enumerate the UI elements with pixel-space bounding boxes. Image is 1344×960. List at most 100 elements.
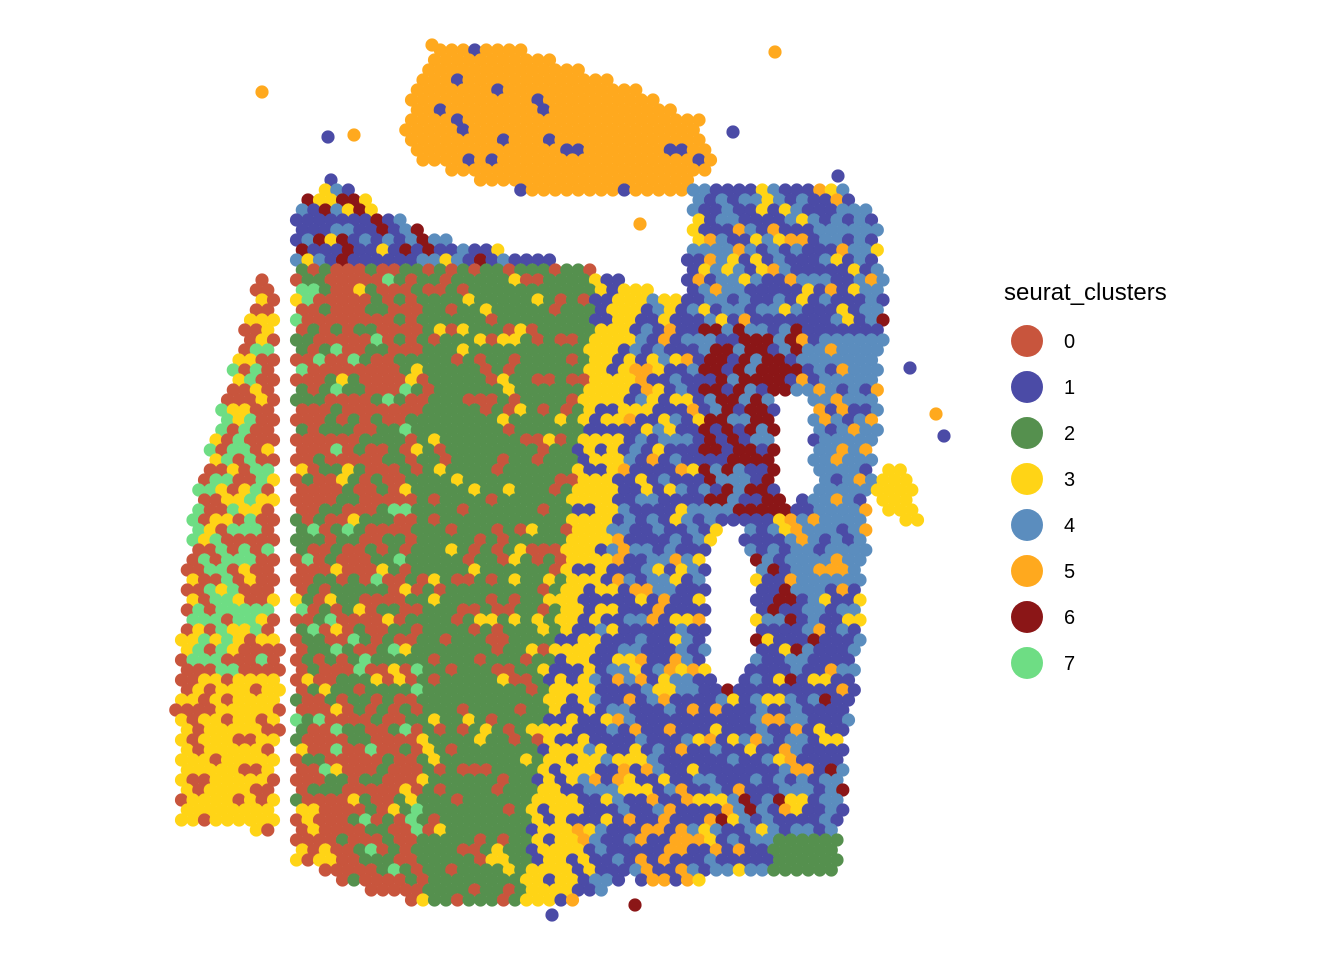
spot-cluster-5 [629, 143, 643, 157]
spot-cluster-1 [663, 503, 677, 517]
spot-cluster-2 [410, 503, 424, 517]
spot-cluster-1 [841, 673, 856, 687]
spot-cluster-5 [473, 173, 488, 187]
spot-cluster-3 [209, 813, 223, 827]
spot-cluster-1 [749, 293, 764, 307]
spot-cluster-5 [542, 53, 557, 67]
spot-cluster-3 [686, 763, 700, 777]
spot-cluster-1 [744, 183, 758, 197]
spot-cluster-1 [692, 853, 706, 867]
spot-cluster-1 [571, 703, 585, 717]
spot-cluster-6 [715, 413, 729, 427]
spot-cluster-3 [560, 743, 574, 757]
spot-cluster-2 [422, 463, 436, 477]
spot-cluster-4 [853, 253, 867, 267]
spot-cluster-6 [732, 363, 746, 377]
spot-cluster-1 [295, 223, 309, 237]
spot-cluster-2 [537, 483, 551, 497]
spot-cluster-6 [703, 413, 718, 427]
spot-cluster-1 [836, 723, 850, 737]
spot-cluster-1 [698, 563, 712, 577]
spot-cluster-4 [818, 513, 833, 527]
spot-cluster-1 [594, 863, 608, 877]
spot-cluster-1 [657, 613, 672, 627]
spot-cluster-7 [243, 493, 258, 507]
spot-cluster-3 [611, 753, 626, 767]
spot-cluster-5 [680, 153, 695, 167]
spot-cluster-1 [703, 373, 718, 387]
spot-cluster-3 [249, 823, 263, 837]
spot-cluster-3 [571, 843, 585, 857]
spot-cluster-1 [761, 253, 775, 267]
spot-cluster-5 [410, 123, 424, 137]
spot-cluster-3 [669, 353, 683, 367]
spot-cluster-5 [502, 143, 516, 157]
spot-cluster-1 [542, 873, 557, 887]
spot-cluster-0 [318, 723, 332, 737]
spot-cluster-1 [657, 653, 672, 667]
spot-cluster-0 [353, 503, 367, 517]
spot-cluster-3 [847, 283, 861, 297]
spot-cluster-2 [571, 303, 585, 317]
spot-cluster-0 [301, 853, 315, 867]
spot-cluster-0 [197, 813, 212, 827]
spot-cluster-2 [531, 693, 545, 707]
spot-cluster-2 [433, 683, 447, 697]
spot-cluster-0 [381, 333, 396, 347]
spot-cluster-1 [767, 283, 781, 297]
spot-cluster-5 [514, 143, 528, 157]
spot-cluster-5 [560, 63, 574, 77]
spot-cluster-1 [675, 543, 689, 557]
spot-cluster-5 [646, 873, 660, 887]
spot-cluster-4 [790, 663, 804, 677]
spot-cluster-5 [692, 133, 706, 147]
spot-cluster-4 [813, 483, 827, 497]
spot-cluster-3 [404, 373, 419, 387]
spot-cluster-2 [410, 283, 424, 297]
spot-cluster-2 [393, 293, 407, 307]
spot-cluster-0 [307, 743, 321, 757]
spot-cluster-1 [680, 853, 695, 867]
spot-cluster-4 [583, 783, 597, 797]
spot-cluster-0 [301, 773, 315, 787]
spot-cluster-1 [600, 313, 614, 327]
spot-cluster-2 [462, 753, 476, 767]
spot-cluster-1 [542, 813, 557, 827]
spot-cluster-0 [353, 363, 367, 377]
spot-cluster-4 [301, 233, 315, 247]
spot-cluster-3 [611, 393, 626, 407]
spot-cluster-1 [554, 773, 568, 787]
spot-cluster-7 [203, 483, 217, 497]
spot-cluster-0 [197, 693, 212, 707]
spot-cluster-4 [824, 443, 838, 457]
spot-cluster-5 [600, 93, 614, 107]
spot-cluster-2 [381, 813, 396, 827]
spot-cluster-3 [387, 803, 401, 817]
spot-cluster-0 [410, 703, 424, 717]
spot-cluster-3 [594, 483, 608, 497]
spot-cluster-7 [261, 543, 275, 557]
spot-cluster-3 [577, 433, 591, 447]
spot-cluster-0 [341, 863, 355, 877]
spot-cluster-2 [376, 683, 390, 697]
spot-cluster-0 [243, 333, 258, 347]
spot-cluster-7 [381, 273, 396, 287]
spot-cluster-0 [312, 553, 327, 567]
spot-cluster-1 [703, 753, 718, 767]
spot-cluster-0 [341, 543, 355, 557]
spot-cluster-0 [266, 353, 281, 367]
spot-cluster-5 [830, 453, 844, 467]
spot-cluster-1 [657, 633, 672, 647]
spot-cluster-0 [335, 733, 350, 747]
spot-cluster-5 [473, 133, 488, 147]
spot-cluster-0 [393, 873, 407, 887]
spot-cluster-0 [376, 263, 390, 277]
spot-cluster-3 [416, 773, 430, 787]
spot-cluster-5 [606, 123, 620, 137]
spot-cluster-3 [847, 263, 861, 277]
spot-cluster-0 [364, 663, 378, 677]
spot-cluster-4 [749, 433, 764, 447]
spot-cluster-2 [519, 553, 534, 567]
spot-cluster-2 [393, 433, 407, 447]
spot-cluster-2 [571, 263, 585, 277]
